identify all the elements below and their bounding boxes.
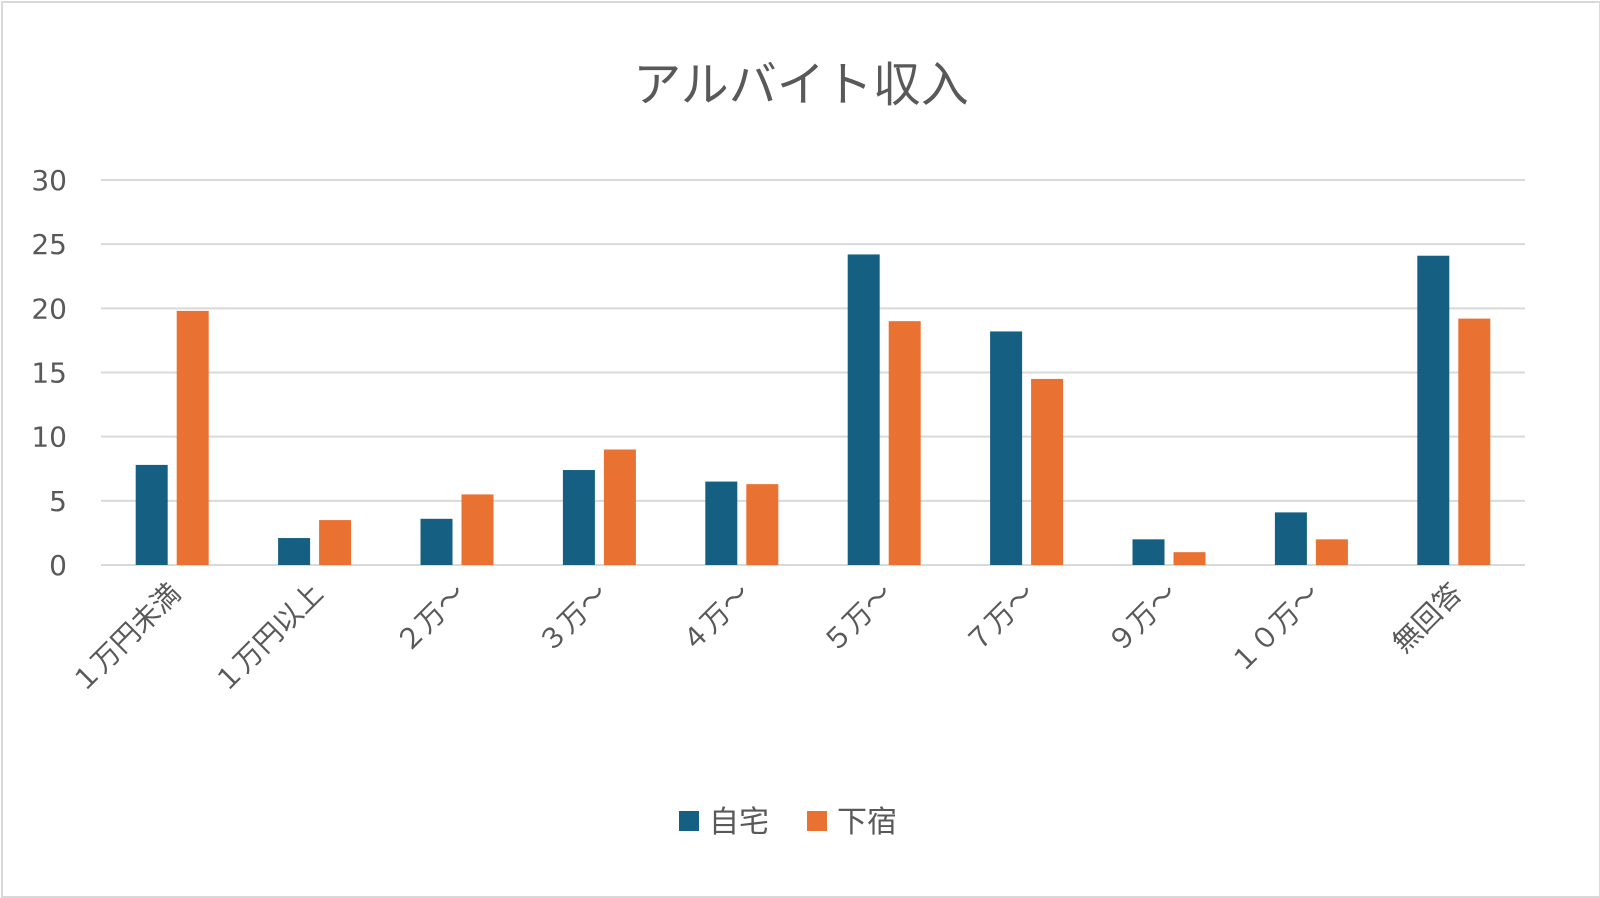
y-axis-ticks: 0 5 10 15 20 25 30: [31, 164, 67, 582]
x-category-label: ４万～: [674, 577, 757, 660]
bar-series2: [1173, 552, 1206, 565]
y-tick-label: 15: [31, 357, 67, 390]
bar-series1: [705, 481, 738, 565]
bar-series1: [562, 470, 595, 565]
bar-series2: [746, 484, 779, 565]
x-category-label: １万円未満: [65, 577, 187, 699]
y-tick-label: 20: [31, 292, 67, 325]
y-tick-label: 30: [31, 164, 67, 197]
x-category-label: ３万～: [532, 577, 615, 660]
bar-series1: [847, 254, 880, 565]
bar-series2: [1031, 378, 1064, 565]
bar-series2: [176, 310, 209, 565]
legend-swatch: [807, 811, 827, 831]
x-category-label: １０万～: [1224, 577, 1327, 680]
bar-series1: [990, 331, 1023, 565]
legend-label: 自宅: [709, 805, 769, 840]
bar-series1: [1132, 539, 1165, 565]
bar-series2: [603, 449, 636, 565]
legend-label: 下宿: [837, 805, 897, 840]
x-category-label: ７万～: [959, 577, 1042, 660]
bar-series2: [888, 321, 921, 565]
bar-series2: [1458, 318, 1491, 565]
y-tick-label: 25: [31, 228, 67, 261]
x-category-label: ９万～: [1101, 577, 1184, 660]
chart-title: アルバイト収入: [633, 57, 969, 113]
gridlines: [101, 179, 1525, 566]
x-category-label: ２万～: [389, 577, 472, 660]
bar-chart: アルバイト収入 0 5 10 15 20 25 30 １万円未満 １万円以上 ２万～ ３万～ ４万～…: [31, 57, 1525, 840]
bar-series2: [319, 520, 352, 565]
bar-series1: [278, 538, 311, 565]
x-category-label: １万円以上: [207, 577, 329, 699]
bar-series2: [1315, 539, 1348, 565]
legend-swatch: [679, 811, 699, 831]
y-tick-label: 5: [49, 485, 67, 518]
bar-series1: [135, 464, 168, 565]
bar-series2: [461, 494, 494, 565]
x-category-label: ５万～: [816, 577, 899, 660]
y-tick-label: 10: [31, 421, 67, 454]
x-category-label: 無回答: [1386, 577, 1469, 660]
y-tick-label: 0: [49, 549, 67, 582]
x-axis-categories: １万円未満 １万円以上 ２万～ ３万～ ４万～ ５万～ ７万～ ９万～ １０万～ 無回答: [65, 577, 1469, 699]
bar-series1: [1274, 512, 1307, 565]
bar-series1: [420, 518, 453, 565]
bar-series1: [1417, 255, 1450, 565]
bars: [135, 254, 1491, 565]
legend: 自宅 下宿: [679, 805, 897, 840]
